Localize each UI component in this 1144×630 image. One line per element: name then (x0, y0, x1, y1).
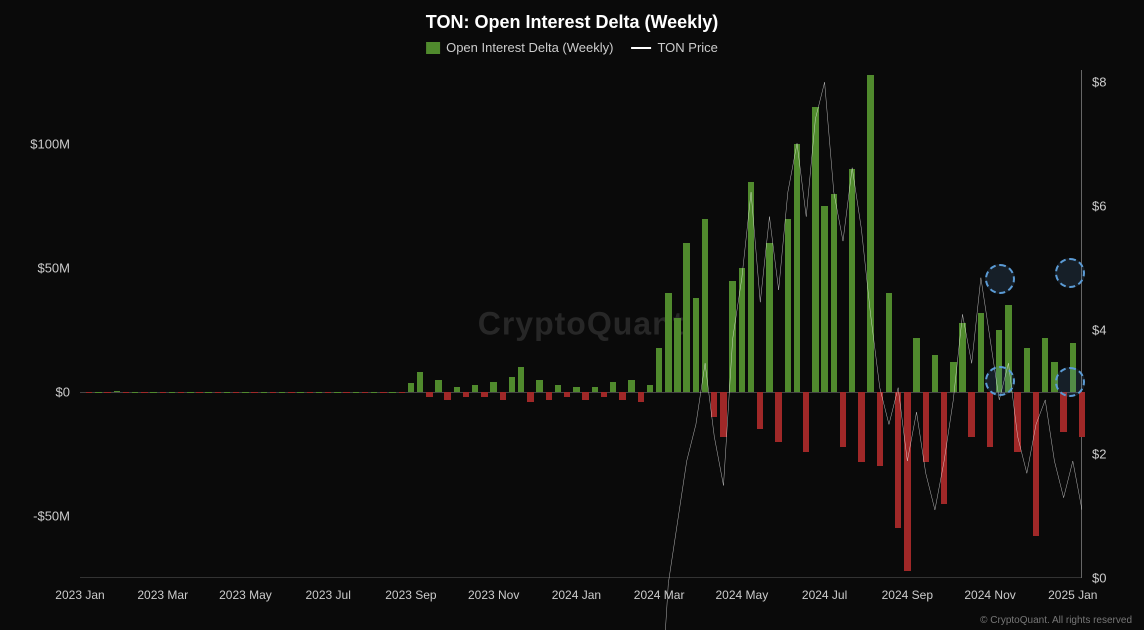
x-tick: 2023 Nov (468, 588, 519, 602)
legend-marker-line (631, 47, 651, 49)
legend-item-line: TON Price (631, 40, 717, 55)
y-axis-right: $0$2$4$6$8 (1082, 70, 1144, 578)
x-tick: 2023 Mar (137, 588, 188, 602)
legend-item-bars: Open Interest Delta (Weekly) (426, 40, 613, 55)
x-tick: 2025 Jan (1048, 588, 1097, 602)
y-tick-left: $100M (30, 137, 70, 152)
y-tick-right: $8 (1092, 75, 1106, 90)
x-tick: 2023 May (219, 588, 272, 602)
x-tick: 2024 May (716, 588, 769, 602)
y-tick-right: $0 (1092, 571, 1106, 586)
y-tick-left: $50M (37, 261, 70, 276)
copyright-text: © CryptoQuant. All rights reserved (980, 615, 1132, 626)
x-tick: 2024 Jul (802, 588, 847, 602)
plot-inner: CryptoQuant (80, 70, 1082, 578)
x-tick: 2023 Sep (385, 588, 436, 602)
x-tick: 2024 Jan (552, 588, 601, 602)
x-tick: 2024 Mar (634, 588, 685, 602)
x-tick: 2024 Nov (964, 588, 1015, 602)
legend-marker-bars (426, 42, 440, 54)
chart-container: TON: Open Interest Delta (Weekly) Open I… (0, 0, 1144, 630)
x-tick: 2023 Jul (306, 588, 351, 602)
y-tick-right: $4 (1092, 323, 1106, 338)
chart-title: TON: Open Interest Delta (Weekly) (426, 12, 718, 33)
legend-label-line: TON Price (657, 40, 717, 55)
x-tick: 2023 Jan (55, 588, 104, 602)
y-tick-left: -$50M (33, 509, 70, 524)
x-tick: 2024 Sep (882, 588, 933, 602)
annotation-arrows-svg (80, 70, 1082, 630)
plot-area: CryptoQuant (80, 70, 1082, 578)
chart-legend: Open Interest Delta (Weekly) TON Price (426, 40, 718, 55)
y-tick-right: $2 (1092, 447, 1106, 462)
x-axis: 2023 Jan2023 Mar2023 May2023 Jul2023 Sep… (80, 580, 1082, 610)
y-axis-left: -$50M $0 $50M $100M (0, 70, 80, 578)
y-tick-right: $6 (1092, 199, 1106, 214)
legend-label-bars: Open Interest Delta (Weekly) (446, 40, 613, 55)
y-tick-left: $0 (56, 385, 70, 400)
